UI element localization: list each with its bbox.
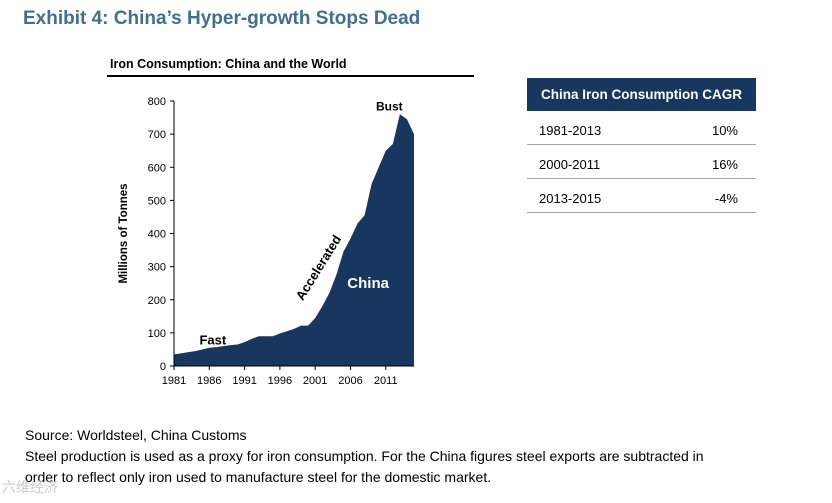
cagr-row: 2013-2015 -4% [527, 179, 756, 213]
cagr-table-header: China Iron Consumption CAGR [527, 78, 756, 111]
source-line: Source: Worldsteel, China Customs [25, 427, 247, 443]
y-tick-label: 200 [148, 295, 166, 307]
y-tick-label: 400 [148, 229, 166, 241]
x-tick-label: 2011 [374, 375, 398, 387]
exhibit-title: Exhibit 4: China’s Hyper-growth Stops De… [23, 8, 421, 29]
china-series-label: China [347, 275, 389, 292]
source-note: Source: Worldsteel, China Customs Steel … [25, 425, 825, 488]
cagr-period: 1981-2013 [539, 123, 602, 138]
y-tick-label: 100 [148, 328, 166, 340]
china-area-series [174, 114, 414, 366]
bust-annotation: Bust [376, 99, 403, 113]
x-tick-label: 1981 [162, 375, 186, 387]
cagr-row: 1981-2013 10% [527, 111, 756, 145]
cagr-period: 2000-2011 [539, 157, 601, 172]
y-axis-label: Millions of Tonnes [118, 183, 130, 283]
methodology-note-line: order to reflect only iron used to manuf… [25, 469, 492, 485]
y-tick-label: 700 [148, 129, 166, 141]
cagr-period: 2013-2015 [539, 191, 602, 206]
cagr-table: China Iron Consumption CAGR 1981-2013 10… [527, 78, 756, 213]
cagr-value: 10% [711, 123, 738, 138]
x-tick-label: 1991 [232, 375, 256, 387]
iron-consumption-chart: 0 100 200 300 400 500 600 700 800 1981 1986 1991 199… [118, 96, 414, 387]
y-tick-label: 800 [148, 96, 166, 108]
watermark-logo: 六维经济 [2, 479, 58, 495]
x-tick-label: 2001 [303, 375, 327, 387]
x-tick-label: 1996 [268, 375, 292, 387]
cagr-value: 16% [711, 157, 738, 172]
y-tick-label: 500 [148, 195, 166, 207]
y-tick-label: 600 [148, 162, 166, 174]
x-tick-label: 2006 [338, 375, 362, 387]
chart-title-rule [107, 75, 474, 77]
methodology-note-line: Steel production is used as a proxy for … [25, 448, 704, 464]
cagr-row: 2000-2011 16% [527, 145, 756, 179]
fast-annotation: Fast [199, 332, 226, 347]
y-tick-label: 0 [160, 361, 166, 373]
y-tick-label: 300 [148, 262, 166, 274]
x-tick-label: 1986 [197, 375, 221, 387]
chart-title: Iron Consumption: China and the World [110, 57, 347, 71]
cagr-value: -4% [714, 191, 738, 206]
